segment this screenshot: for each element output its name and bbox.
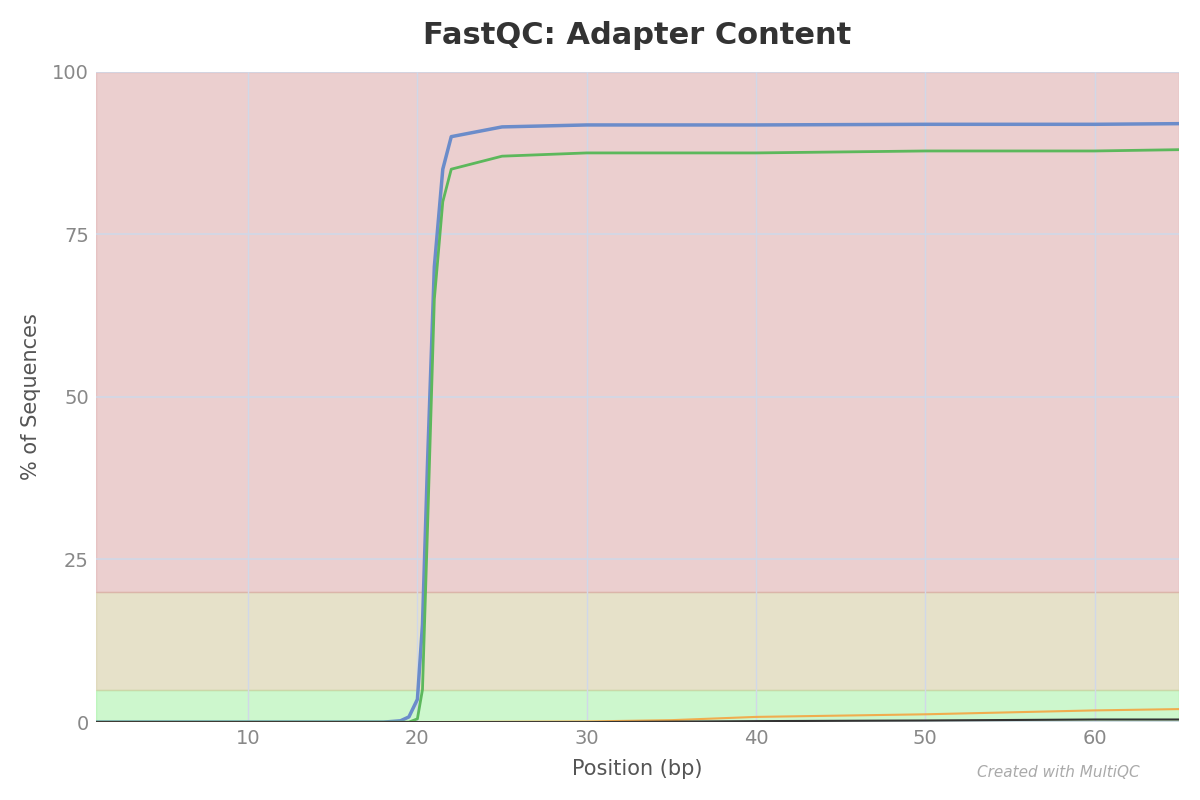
Illumina Small RNA 5' Adapter xyxy=(89,718,103,727)
Illumina Small RNA 3' Adapter xyxy=(415,685,430,694)
Illumina Small RNA 5' Adapter xyxy=(1172,704,1187,714)
Illumina Small RNA 3' Adapter xyxy=(89,718,103,727)
Illumina Small RNA 3' Adapter xyxy=(444,164,458,174)
X-axis label: Position (bp): Position (bp) xyxy=(572,759,703,779)
Illumina Universal Adapter xyxy=(1087,119,1102,129)
Illumina Small RNA 3' Adapter xyxy=(436,197,450,206)
Illumina Small RNA 3' Adapter xyxy=(394,718,408,727)
Illumina Small RNA 3' Adapter xyxy=(494,151,509,161)
Nextera Transposase Sequence xyxy=(580,718,594,727)
Illumina Small RNA 5' Adapter xyxy=(394,718,408,727)
Nextera Transposase Sequence xyxy=(749,716,763,726)
Illumina Small RNA 5' Adapter xyxy=(918,710,932,719)
Nextera Transposase Sequence xyxy=(89,718,103,727)
Y-axis label: % of Sequences: % of Sequences xyxy=(20,314,41,480)
Bar xyxy=(96,592,1180,690)
Illumina Small RNA 5' Adapter xyxy=(1087,706,1102,715)
Illumina Small RNA 3' Adapter xyxy=(420,522,434,532)
Nextera Transposase Sequence xyxy=(1087,714,1102,724)
Illumina Universal Adapter xyxy=(402,712,416,722)
Illumina Small RNA 5' Adapter xyxy=(580,717,594,726)
Bar xyxy=(96,690,1180,722)
Illumina Small RNA 3' Adapter xyxy=(402,718,416,727)
Line: Nextera Transposase Sequence: Nextera Transposase Sequence xyxy=(96,719,1180,722)
Nextera Transposase Sequence xyxy=(918,716,932,726)
Illumina Universal Adapter xyxy=(427,262,442,271)
Illumina Small RNA 3' Adapter xyxy=(1087,146,1102,156)
Illumina Small RNA 3' Adapter xyxy=(427,294,442,304)
Illumina Universal Adapter xyxy=(89,718,103,727)
Illumina Universal Adapter xyxy=(918,119,932,129)
Illumina Small RNA 5' Adapter xyxy=(749,712,763,722)
Illumina Universal Adapter xyxy=(436,164,450,174)
Line: Illumina Universal Adapter: Illumina Universal Adapter xyxy=(96,124,1180,722)
Illumina Small RNA 3' Adapter xyxy=(410,714,425,724)
Illumina Universal Adapter xyxy=(420,457,434,466)
Illumina Small RNA 5' Adapter xyxy=(664,715,678,725)
Illumina Small RNA 3' Adapter xyxy=(918,146,932,156)
Title: FastQC: Adapter Content: FastQC: Adapter Content xyxy=(424,21,852,50)
Nextera Transposase Sequence xyxy=(410,718,425,727)
Text: Created with MultiQC: Created with MultiQC xyxy=(977,765,1140,780)
Illumina Universal Adapter xyxy=(444,132,458,142)
Illumina Universal Adapter xyxy=(580,120,594,130)
Line: Illumina Small RNA 3' Adapter: Illumina Small RNA 3' Adapter xyxy=(96,150,1180,722)
Illumina Universal Adapter xyxy=(1172,119,1187,129)
Illumina Universal Adapter xyxy=(377,718,391,727)
Illumina Universal Adapter xyxy=(415,620,430,630)
Bar xyxy=(96,72,1180,592)
Illumina Small RNA 3' Adapter xyxy=(377,718,391,727)
Line: Illumina Small RNA 5' Adapter: Illumina Small RNA 5' Adapter xyxy=(96,709,1180,722)
Nextera Transposase Sequence xyxy=(394,718,408,727)
Illumina Small RNA 5' Adapter xyxy=(410,718,425,727)
Illumina Universal Adapter xyxy=(394,716,408,726)
Illumina Small RNA 3' Adapter xyxy=(1172,145,1187,154)
Illumina Universal Adapter xyxy=(494,122,509,132)
Nextera Transposase Sequence xyxy=(1172,714,1187,724)
Illumina Small RNA 3' Adapter xyxy=(749,148,763,158)
Illumina Universal Adapter xyxy=(410,694,425,704)
Illumina Small RNA 3' Adapter xyxy=(580,148,594,158)
Illumina Universal Adapter xyxy=(749,120,763,130)
